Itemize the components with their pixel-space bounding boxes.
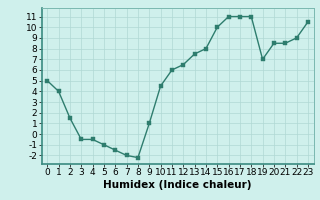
X-axis label: Humidex (Indice chaleur): Humidex (Indice chaleur) — [103, 180, 252, 190]
